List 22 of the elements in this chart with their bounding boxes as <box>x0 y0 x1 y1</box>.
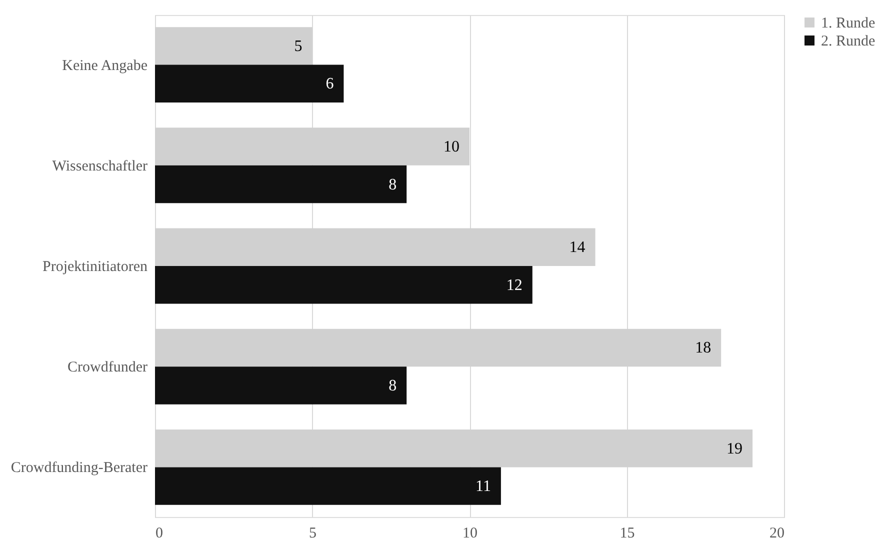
x-tick-label: 20 <box>770 526 784 542</box>
y-tick-label: Keine Angabe <box>62 58 148 74</box>
x-tick-label: 0 <box>156 526 163 542</box>
data-label: 8 <box>388 377 397 394</box>
data-label: 11 <box>476 478 491 496</box>
data-label: 10 <box>444 138 460 156</box>
y-tick-label: Wissenschaftler <box>52 158 148 174</box>
data-label: 5 <box>294 38 302 55</box>
y-tick-label: Crowdfunding-Berater <box>10 460 148 476</box>
data-label: 6 <box>326 76 334 93</box>
x-tick-label: 5 <box>309 526 316 542</box>
x-tick-label: 10 <box>462 526 478 542</box>
legend-label: 2. Runde <box>821 34 876 50</box>
data-label: 12 <box>506 276 522 294</box>
legend-label: 1. Runde <box>821 16 876 32</box>
data-label: 18 <box>695 340 712 357</box>
y-tick-label: Projektinitiatoren <box>42 259 148 275</box>
x-tick-label: 15 <box>620 526 635 542</box>
data-label: 14 <box>569 239 586 256</box>
data-label: 19 <box>726 440 743 458</box>
y-tick-label: Crowdfunder <box>68 360 148 376</box>
data-label: 8 <box>388 176 397 194</box>
